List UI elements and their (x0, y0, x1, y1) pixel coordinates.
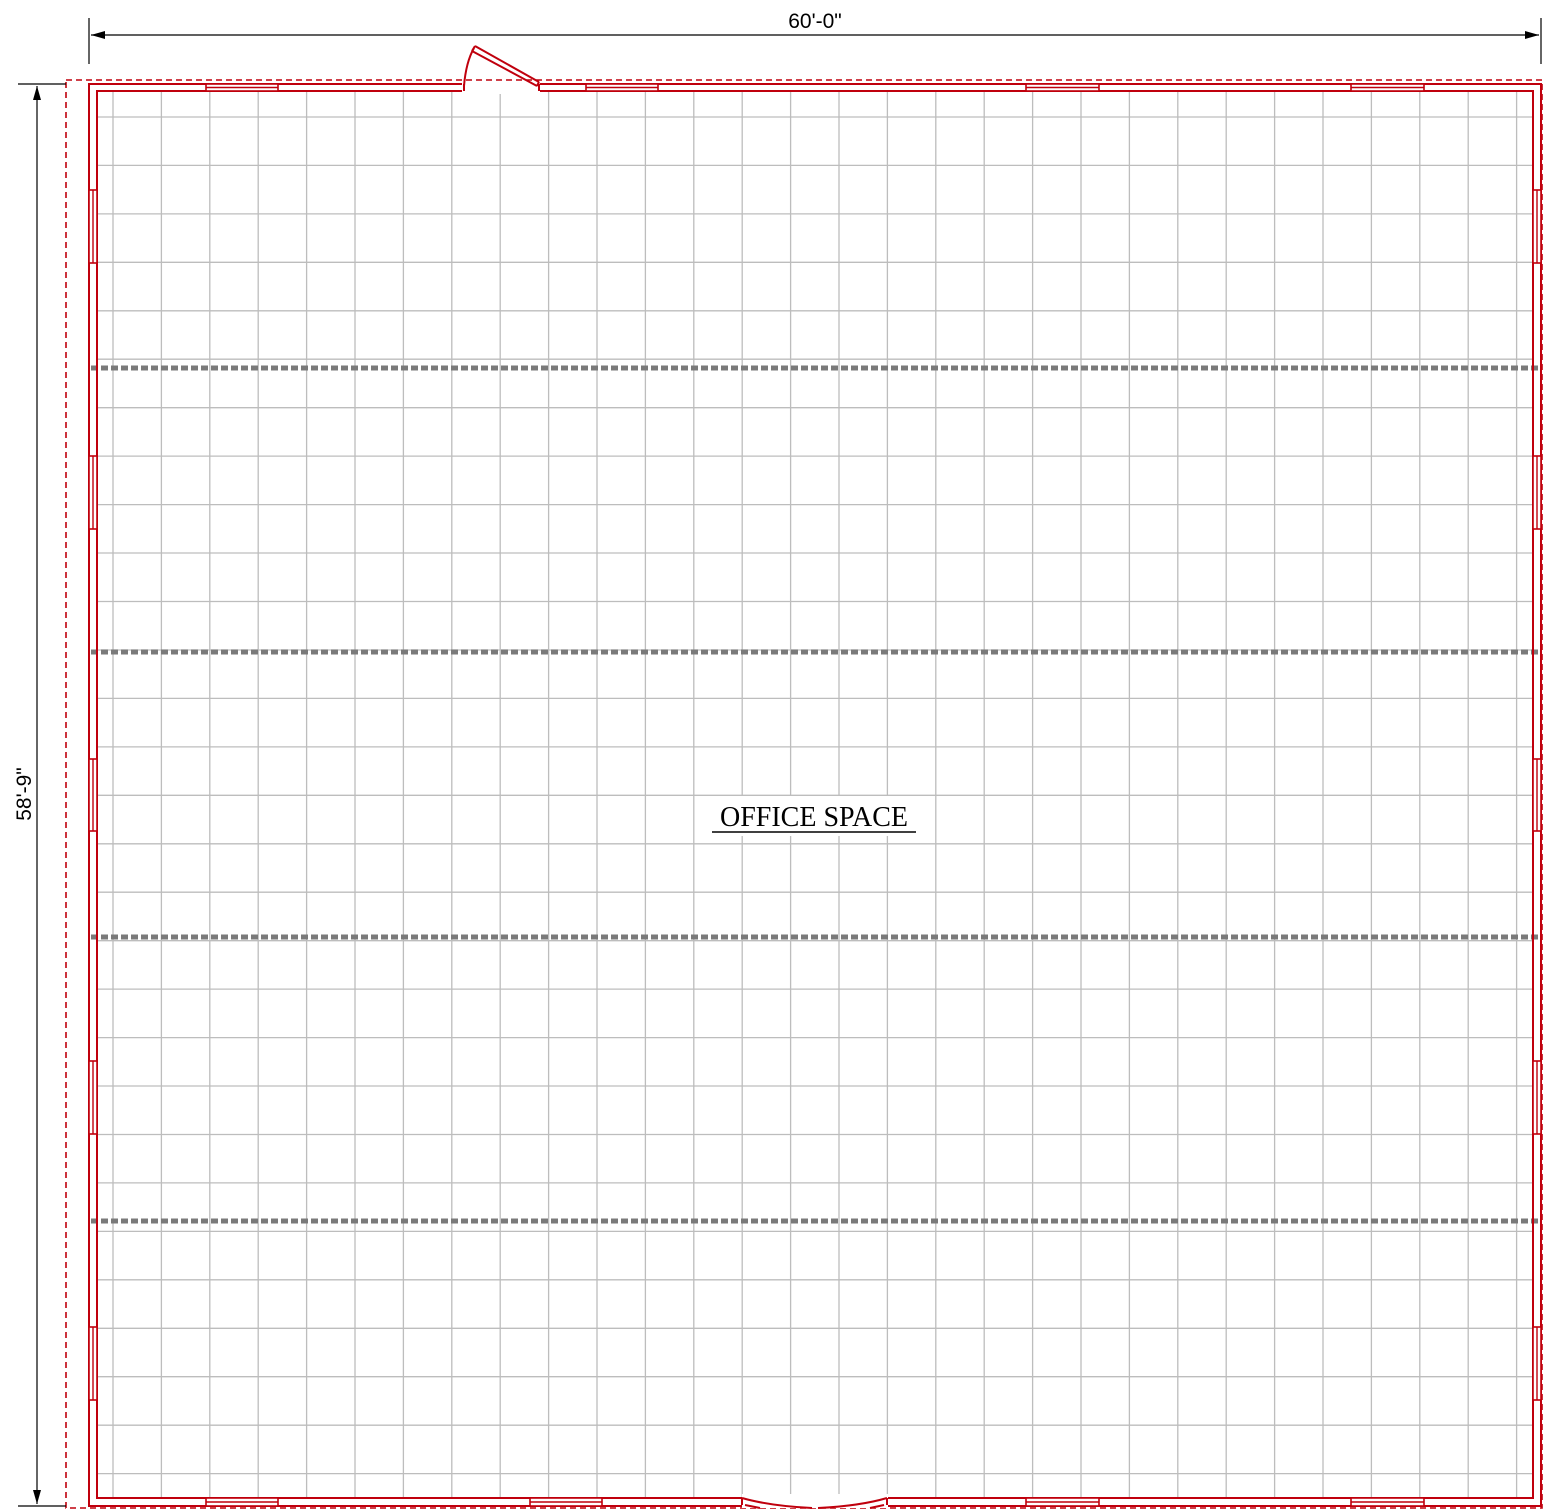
room-label-office-space: OFFICE SPACE (700, 796, 930, 836)
exterior-dashed-outline (65, 79, 1543, 1509)
beam-lines (91, 365, 1540, 1224)
width-dimension-label: 60'-0" (788, 10, 842, 33)
depth-dimension-label: 58'-9" (13, 767, 36, 821)
room-name: OFFICE SPACE (720, 802, 908, 833)
bottom-double-door[interactable] (741, 1494, 888, 1509)
ceiling-grid (97, 92, 1532, 1497)
width-dimension: 60'-0" (88, 10, 1542, 64)
windows (88, 83, 1542, 1507)
depth-dimension: 58'-9" (13, 83, 66, 1507)
doors (462, 45, 888, 1509)
top-entry-door[interactable] (462, 45, 540, 94)
wall-inner-line (96, 90, 1534, 1499)
